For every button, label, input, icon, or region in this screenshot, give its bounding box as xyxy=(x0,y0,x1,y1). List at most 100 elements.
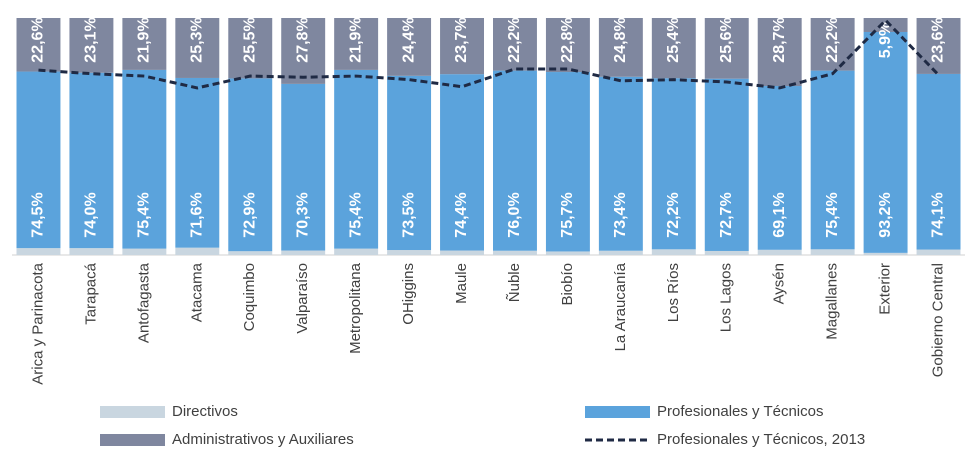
bar-segment xyxy=(545,251,590,255)
x-tick-label: Magallanes xyxy=(824,263,841,340)
legend-label: Profesionales y Técnicos, 2013 xyxy=(657,431,865,448)
value-label: 21,9% xyxy=(136,17,153,62)
bar-segment xyxy=(440,250,484,255)
bar-segment xyxy=(281,18,326,84)
bar-segment xyxy=(810,18,855,71)
bar-segment xyxy=(598,18,643,77)
x-tick-label: Arica y Parinacota xyxy=(29,262,46,384)
value-label: 24,4% xyxy=(400,17,417,62)
bar-segment xyxy=(493,18,537,71)
bar-segment xyxy=(440,18,484,75)
x-tick-label: OHiggins xyxy=(400,263,417,325)
bar-segment xyxy=(863,18,908,32)
value-label: 72,7% xyxy=(718,192,735,237)
legend-swatch xyxy=(100,406,165,418)
x-tick-label: Valparaíso xyxy=(294,263,311,334)
bar-segment xyxy=(334,69,379,249)
value-label: 75,4% xyxy=(347,192,364,237)
bar-segment xyxy=(334,248,379,255)
bar-segment xyxy=(704,18,749,79)
value-label: 73,5% xyxy=(400,192,417,237)
bar-segment xyxy=(545,18,590,73)
value-label: 23,6% xyxy=(930,17,947,62)
value-label: 72,9% xyxy=(241,192,258,237)
value-label: 25,6% xyxy=(718,17,735,62)
value-label: 74,5% xyxy=(30,192,47,237)
value-label: 73,4% xyxy=(612,192,629,237)
bar-segment xyxy=(281,83,326,251)
value-label: 74,0% xyxy=(83,192,100,237)
value-label: 23,7% xyxy=(453,17,470,62)
bar-segment xyxy=(863,31,908,253)
x-tick-label: Antofagasta xyxy=(135,262,152,343)
x-tick-label: Metropolitana xyxy=(347,262,364,354)
bar-segment xyxy=(387,250,432,255)
bar-segment xyxy=(916,249,961,255)
value-label: 71,6% xyxy=(189,192,206,237)
bar-segment xyxy=(545,72,590,252)
value-label: 22,2% xyxy=(824,17,841,62)
bar-segment xyxy=(387,18,432,76)
value-label: 25,5% xyxy=(241,17,258,62)
bar-segment xyxy=(651,78,696,250)
x-tick-label: Tarapacá xyxy=(82,262,99,324)
bar-segment xyxy=(122,18,167,70)
x-tick-label: La Araucanía xyxy=(612,262,629,351)
bar-segment xyxy=(757,249,802,255)
value-label: 25,3% xyxy=(189,17,206,62)
legend-swatch xyxy=(585,406,650,418)
value-label: 74,1% xyxy=(930,192,947,237)
value-label: 70,3% xyxy=(294,192,311,237)
bar-segment xyxy=(175,247,220,255)
x-tick-label: Biobío xyxy=(559,263,576,306)
line-series xyxy=(38,18,940,90)
bar-segment xyxy=(16,18,61,72)
value-label: 75,4% xyxy=(824,192,841,237)
bar-segment xyxy=(122,69,167,249)
value-label: 22,2% xyxy=(506,17,523,62)
x-tick-label: Gobierno Central xyxy=(929,263,946,377)
bar-segment xyxy=(16,248,61,255)
value-label: 74,4% xyxy=(453,192,470,237)
x-tick-label: Los Ríos xyxy=(665,263,682,322)
value-label: 27,8% xyxy=(294,17,311,62)
bar-segment xyxy=(228,18,273,79)
bar-segment xyxy=(69,18,114,73)
bar-segment xyxy=(493,250,537,255)
bar-segment xyxy=(598,250,643,255)
bar-segment xyxy=(651,249,696,255)
bar-segment xyxy=(440,74,484,251)
bar-segment xyxy=(387,75,432,251)
bar-segment xyxy=(810,70,855,250)
value-label: 24,8% xyxy=(612,17,629,62)
bar-segment xyxy=(122,248,167,255)
x-tick-label: Exterior xyxy=(877,263,894,315)
bar-segment xyxy=(757,86,802,250)
bar-segment xyxy=(175,77,220,248)
bar-segment xyxy=(228,251,273,255)
value-label: 69,1% xyxy=(771,192,788,237)
bar-segment xyxy=(69,248,114,255)
value-label: 5,9% xyxy=(877,22,894,58)
bar-segment xyxy=(810,249,855,255)
bar-segment xyxy=(281,250,326,255)
legend-label: Administrativos y Auxiliares xyxy=(172,431,354,448)
bar-segment xyxy=(334,18,379,70)
bar-segment xyxy=(493,70,537,251)
bar-segment xyxy=(704,78,749,251)
bar-segment xyxy=(863,252,908,255)
bar-segment xyxy=(916,73,961,250)
x-tick-label: Maule xyxy=(453,263,470,304)
bar-segment xyxy=(757,18,802,87)
x-tick-label: Ñuble xyxy=(506,263,523,302)
value-label: 72,2% xyxy=(665,192,682,237)
bar-segment xyxy=(16,71,61,249)
bar-segment xyxy=(651,18,696,79)
legend-label: Profesionales y Técnicos xyxy=(657,403,823,420)
bar-segment xyxy=(704,250,749,255)
value-label: 22,8% xyxy=(559,17,576,62)
value-label: 21,9% xyxy=(347,17,364,62)
bar-segment xyxy=(916,18,961,74)
bar-segment xyxy=(175,18,220,78)
